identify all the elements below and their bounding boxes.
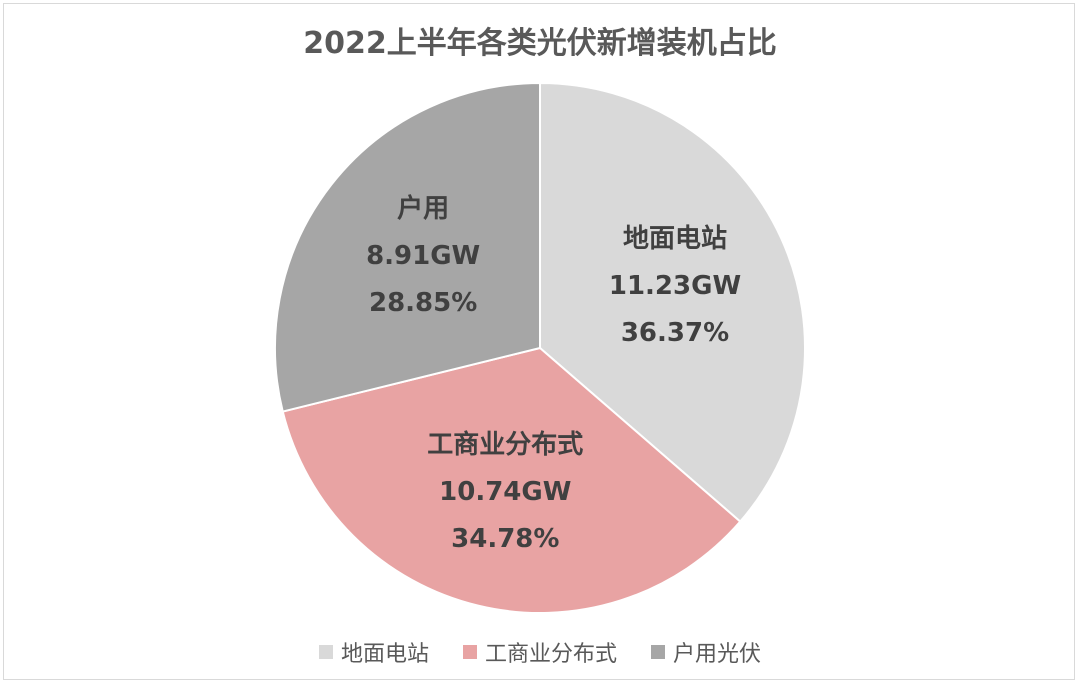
pie-slice-residential	[274, 81, 541, 413]
slice-percent-label: 28.85%	[369, 288, 477, 318]
legend-label: 工商业分布式	[484, 642, 617, 667]
pie-slice-ground	[539, 81, 806, 523]
legend-swatch-icon	[318, 645, 333, 659]
legend-label: 地面电站	[340, 642, 429, 667]
slice-percent-label: 34.78%	[451, 524, 559, 554]
legend-item-commercial: 工商业分布式	[462, 636, 617, 668]
slice-name-label: 户用	[397, 193, 449, 224]
slice-name-label: 地面电站	[623, 224, 727, 254]
slice-name-label: 工商业分布式	[427, 429, 583, 460]
slice-percent-label: 36.37%	[621, 318, 729, 348]
legend-item-residential: 户用光伏	[651, 636, 761, 668]
slice-value-label: 10.74GW	[439, 477, 571, 507]
legend: 地面电站 工商业分布式 户用光伏	[0, 636, 1080, 668]
pie-slices	[274, 81, 806, 614]
slice-value-label: 8.91GW	[366, 241, 480, 271]
legend-item-ground: 地面电站	[318, 636, 429, 668]
pie-labels: 地面电站 11.23GW 36.37% 工商业分布式 10.74GW 34.78% 户用 8.…	[366, 193, 741, 554]
legend-swatch-icon	[462, 645, 477, 659]
slice-value-label: 11.23GW	[609, 271, 741, 301]
chart-title: 2022上半年各类光伏新增装机占比	[303, 26, 777, 61]
legend-label: 户用光伏	[673, 642, 762, 667]
pie-slice-commercial	[281, 346, 742, 614]
legend-swatch-icon	[651, 645, 665, 659]
